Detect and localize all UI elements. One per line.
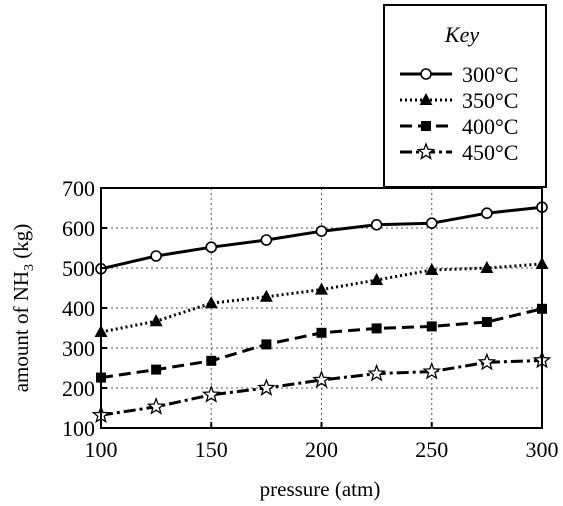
y-tick-label-100: 100 <box>62 416 95 441</box>
data-point-1-3 <box>259 289 273 302</box>
x-tick-label-250: 250 <box>415 437 448 462</box>
data-point-0-3 <box>260 234 273 246</box>
data-point-0-4 <box>315 225 328 237</box>
legend-label-3: 450°C <box>462 140 518 165</box>
x-tick-label-150: 150 <box>195 437 228 462</box>
data-point-3-2 <box>201 384 221 403</box>
y-axis-title-unit: (kg) <box>9 224 33 264</box>
legend-label-2: 400°C <box>462 114 518 139</box>
data-point-0-5 <box>370 219 383 231</box>
legend-label-1: 350°C <box>462 88 518 113</box>
series-3 <box>91 350 552 424</box>
data-point-2-3 <box>261 339 272 350</box>
data-point-0-2 <box>205 241 218 253</box>
grid-lines <box>101 188 542 428</box>
data-point-3-1 <box>146 396 166 415</box>
series-layer <box>91 201 552 424</box>
data-point-3-6 <box>422 361 442 380</box>
data-point-1-5 <box>370 273 384 285</box>
data-point-2-1 <box>151 364 162 375</box>
y-axis-title-main: amount of NH <box>9 271 33 392</box>
y-tick-label-700: 700 <box>62 176 95 201</box>
x-axis-title: pressure (atm) <box>260 477 381 501</box>
legend-marker-1 <box>419 93 433 105</box>
data-point-2-7 <box>481 317 492 327</box>
data-point-3-4 <box>312 370 331 388</box>
y-tick-label-300: 300 <box>62 336 95 361</box>
data-point-2-2 <box>206 355 217 366</box>
x-tick-label-100: 100 <box>85 437 118 462</box>
y-tick-label-600: 600 <box>62 216 95 241</box>
legend-marker-0 <box>420 68 432 80</box>
data-point-3-5 <box>367 363 386 382</box>
data-point-2-5 <box>371 323 382 334</box>
data-point-2-4 <box>316 327 327 338</box>
y-tick-label-400: 400 <box>62 296 95 321</box>
y-axis-title-subscript: 3 <box>22 264 37 271</box>
legend-box <box>383 4 547 188</box>
series-0 <box>95 201 548 275</box>
axis-ticks: 100 150 200 250 300 100 200 300 400 500 600 700 <box>62 176 559 462</box>
y-tick-label-500: 500 <box>62 256 95 281</box>
legend-label-0: 300°C <box>462 62 518 87</box>
data-point-1-6 <box>425 263 439 275</box>
legend-marker-2 <box>421 121 431 131</box>
legend-marker-3 <box>416 142 436 160</box>
x-tick-label-300: 300 <box>526 437 559 462</box>
data-point-1-4 <box>315 282 328 295</box>
data-point-1-1 <box>149 314 163 327</box>
data-point-1-2 <box>204 296 218 309</box>
data-point-0-6 <box>425 217 438 229</box>
data-point-0-1 <box>150 250 162 262</box>
data-point-1-7 <box>480 261 494 273</box>
data-point-2-6 <box>426 321 437 332</box>
data-point-0-7 <box>481 207 493 219</box>
legend-title: Key <box>444 22 479 47</box>
y-axis-title: amount of NH3 (kg) <box>9 224 37 393</box>
data-point-3-3 <box>257 378 276 396</box>
x-tick-label-200: 200 <box>305 437 338 462</box>
data-point-3-7 <box>477 352 497 371</box>
y-tick-label-200: 200 <box>62 376 95 401</box>
